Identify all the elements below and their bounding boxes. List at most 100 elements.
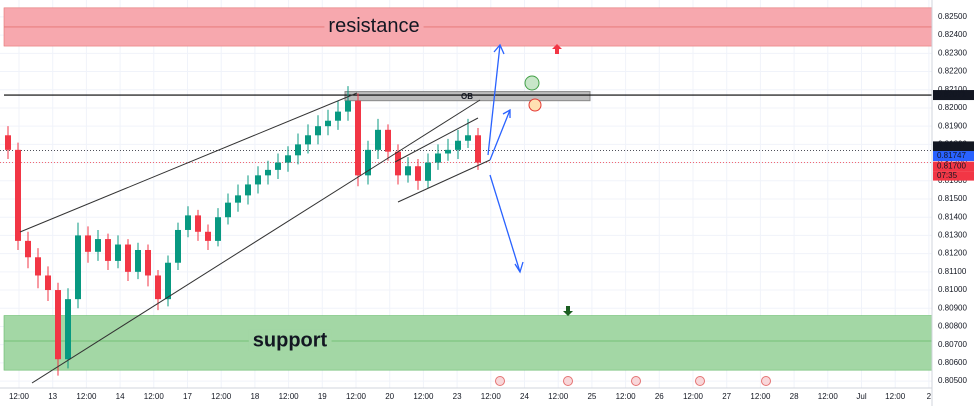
zone-label-bg [248,329,332,352]
x-tick-label: 12:00 [885,392,906,401]
candle-body [25,240,31,258]
candle-body [455,140,461,150]
candle-body [295,144,301,156]
countdown: 07:35 [937,171,958,180]
x-tick-label: 12:00 [9,392,30,401]
y-tick-label: 0.80800 [938,322,967,331]
zone-label: support [253,329,328,351]
x-tick-label: Jul [856,392,866,401]
candle-body [365,149,371,176]
y-tick-label: 0.81300 [938,231,967,240]
candle-body [115,244,121,261]
y-tick-label: 0.80900 [938,303,967,312]
candle-body [155,275,161,300]
projection-arrow [487,44,501,156]
x-tick-label: 20 [385,392,394,401]
projection-arrow [489,174,521,273]
y-tick-label: 0.82100 [938,85,967,94]
x-tick-label: 12:00 [144,392,165,401]
candle-body [475,135,481,163]
x-tick-label: 24 [520,392,529,401]
y-tick-label: 0.81200 [938,249,967,258]
wedge-line [31,99,481,384]
price-label-bg [933,90,974,101]
candle-body [335,111,341,121]
x-tick-label: 12:00 [750,392,771,401]
x-tick-label: 12:00 [211,392,232,401]
arrow-head [493,43,505,55]
zone-label-bg [324,15,424,38]
projection-arrow [489,109,511,161]
x-tick-label: 12:00 [481,392,502,401]
event-icon [495,376,505,386]
candle-body [85,235,91,252]
x-tick-label: 12:00 [279,392,300,401]
wedge-line [397,159,491,203]
candle-body [45,275,51,291]
event-icon [631,376,641,386]
target-circle [528,98,542,112]
candle-body [165,262,171,300]
candle-body [215,217,221,241]
arrow-head [502,108,511,118]
ob-label: OB [461,92,473,101]
candle-body [445,149,451,154]
x-tick-label: 23 [453,392,462,401]
candle-body [135,249,141,272]
wedge-line [19,92,358,233]
event-icon [563,376,573,386]
candle-body [5,135,11,150]
x-tick-label: 12:00 [683,392,704,401]
x-tick-label: 2 [927,392,932,401]
candle-body [305,135,311,145]
x-tick-label: 17 [183,392,192,401]
event-icons [495,376,771,386]
y-tick-label: 0.81500 [938,194,967,203]
x-tick-label: 12:00 [818,392,839,401]
candle-body [465,135,471,141]
y-tick-label: 0.82200 [938,67,967,76]
y-tick-label: 0.80600 [938,358,967,367]
candle-body [145,249,151,276]
candle-body [105,239,111,261]
candle-body [225,202,231,218]
y-tick-label: 0.82000 [938,103,967,112]
x-tick-label: 12:00 [76,392,97,401]
y-tick-label: 0.81100 [938,267,967,276]
x-tick-label: 25 [587,392,596,401]
candle-body [195,215,201,232]
price-label: 0.82071 [937,90,966,99]
candle-body [35,257,41,276]
x-tick-label: 28 [790,392,799,401]
target-circle [524,75,540,91]
x-tick-label: 18 [250,392,259,401]
candle-body [275,162,281,170]
x-tick-label: 14 [116,392,125,401]
candle-body [65,299,71,360]
x-tick-label: 19 [318,392,327,401]
candle-body [285,155,291,163]
x-tick-label: 12:00 [346,392,367,401]
candle-body [405,166,411,176]
candle-body [15,149,21,241]
candle-body [355,100,361,176]
candle-body [415,166,421,181]
candle-body [235,195,241,203]
y-tick-label: 0.81000 [938,285,967,294]
y-tick-label: 0.82500 [938,12,967,21]
price-label-bg [933,141,974,152]
price-label-bg [933,151,974,162]
candle-body [95,239,101,252]
price-label-bg [933,161,974,172]
countdown-bg [933,171,974,181]
down-arrow-icon [563,306,573,316]
candle-body [315,126,321,136]
event-icon [695,376,705,386]
y-tick-label: 0.81900 [938,121,967,130]
candle-body [185,215,191,230]
candle-body [385,129,391,152]
y-tick-label: 0.82300 [938,48,967,57]
candle-body [255,175,261,185]
candle-body [55,290,61,360]
